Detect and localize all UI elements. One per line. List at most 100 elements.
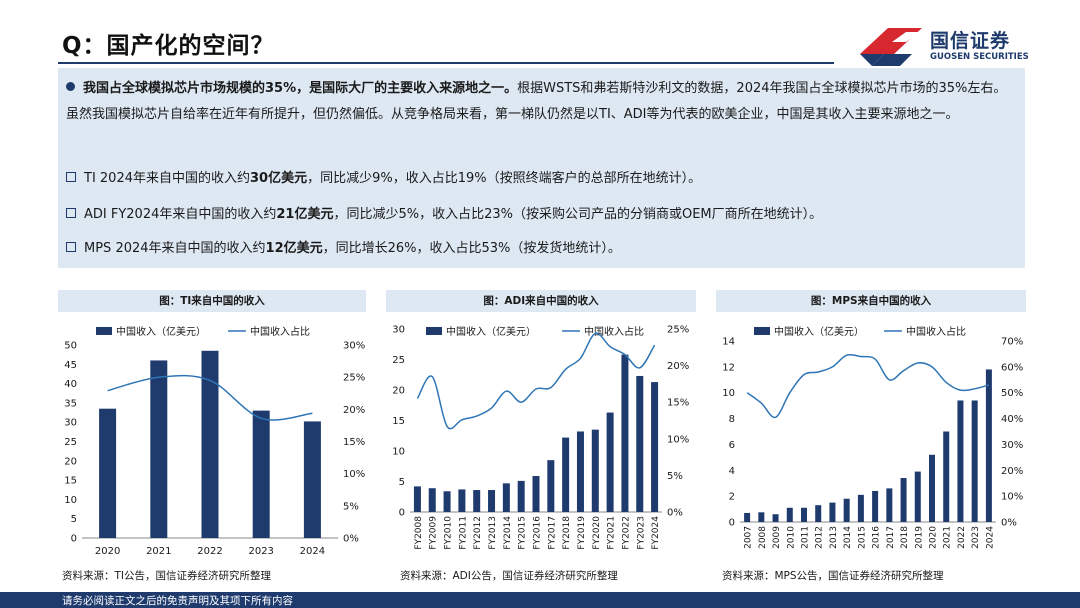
- summary-item-text: MPS 2024年来自中国的收入约: [84, 241, 266, 256]
- x-tick-label: 2009: [772, 526, 782, 549]
- bullet-dot-icon: [66, 82, 75, 91]
- bar: [786, 507, 793, 522]
- y-right-tick-label: 10%: [343, 469, 365, 480]
- bar: [971, 400, 978, 522]
- y-left-tick-label: 0: [71, 534, 77, 545]
- x-tick-label: FY2018: [562, 516, 572, 550]
- bar: [303, 421, 321, 538]
- bar: [413, 486, 421, 512]
- x-tick-label: 2017: [886, 526, 896, 549]
- y-right-tick-label: 25%: [343, 373, 365, 384]
- title-divider: [58, 62, 834, 64]
- y-left-tick-label: 14: [722, 337, 735, 348]
- x-tick-label: FY2013: [488, 516, 498, 550]
- bar: [651, 382, 659, 512]
- y-left-tick-label: 0: [729, 518, 735, 529]
- bar: [576, 431, 584, 512]
- y-right-tick-label: 60%: [1001, 362, 1023, 373]
- bar: [621, 354, 629, 512]
- x-tick-label: 2022: [197, 546, 222, 557]
- x-tick-label: FY2020: [592, 516, 602, 550]
- bar: [201, 350, 219, 538]
- bar: [458, 489, 466, 512]
- chart-source-adi: 资料来源：ADI公告，国信证券经济研究所整理: [400, 570, 618, 582]
- bar: [473, 490, 481, 512]
- x-tick-label: FY2019: [577, 516, 587, 550]
- y-left-tick-label: 12: [722, 362, 735, 373]
- y-left-tick-label: 5: [71, 514, 77, 525]
- summary-item-text: ，同比减少5%，收入占比23%（按采购公司产品的分销商或OEM厂商所在地统计）。: [333, 207, 823, 222]
- bar: [636, 375, 644, 512]
- summary-item-text: ADI FY2024年来自中国的收入约: [84, 207, 277, 222]
- summary-item-bold: 21亿美元: [276, 207, 334, 222]
- x-tick-label: 2024: [300, 546, 325, 557]
- x-tick-label: 2012: [815, 526, 825, 549]
- bar: [517, 480, 525, 512]
- y-left-tick-label: 6: [729, 440, 735, 451]
- summary-item-adi: ADI FY2024年来自中国的收入约21亿美元，同比减少5%，收入占比23%（…: [66, 202, 822, 228]
- x-tick-label: 2018: [900, 526, 910, 549]
- summary-lead-text: 根据WSTS和弗若斯特沙利文的数据，2024年我国占全球模拟芯片市场的35%左右…: [66, 81, 1007, 122]
- x-tick-label: FY2022: [621, 516, 631, 550]
- y-left-tick-label: 30: [392, 325, 405, 336]
- chart-mps: 中国收入（亿美元） 中国收入占比 0 2 4 6 8 10 12 14 0% 10% 20% 30% 40%…: [722, 325, 1023, 549]
- bar: [488, 490, 496, 512]
- footer-disclaimer: 请务必阅读正文之后的免责声明及其项下所有内容: [62, 595, 293, 607]
- x-tick-label: FY2011: [458, 516, 468, 550]
- y-right-tick-label: 0%: [667, 508, 683, 519]
- summary-item-text: ，同比减少9%，收入占比19%（按照终端客户的总部所在地统计）。: [307, 171, 702, 186]
- bar: [744, 512, 751, 522]
- summary-box: 我国占全球模拟芯片市场规模的35%，是国际大厂的主要收入来源地之一。根据WSTS…: [58, 68, 1025, 268]
- y-left-tick-label: 20: [392, 386, 405, 397]
- x-tick-label: 2020: [929, 526, 939, 549]
- y-left-tick-label: 8: [729, 414, 735, 425]
- summary-item-bold: 30亿美元: [250, 171, 308, 186]
- x-tick-label: 2015: [857, 526, 867, 549]
- summary-item-bold: 12亿美元: [265, 241, 323, 256]
- x-tick-label: FY2024: [651, 516, 661, 550]
- x-tick-label: 2016: [872, 526, 882, 549]
- bar: [772, 514, 779, 522]
- logo-name-en: GUOSEN SECURITIES: [930, 52, 1029, 62]
- bar: [252, 410, 270, 538]
- bar: [886, 488, 893, 522]
- legend-label: 中国收入（亿美元）: [116, 325, 206, 338]
- x-tick-label: 2021: [146, 546, 171, 557]
- bar: [99, 408, 117, 538]
- x-tick-label: FY2012: [473, 516, 483, 550]
- x-tick-label: FY2010: [444, 516, 454, 550]
- x-tick-label: 2011: [801, 526, 811, 549]
- y-right-tick-label: 5%: [343, 501, 359, 512]
- chart-source-ti: 资料来源：TI公告，国信证券经济研究所整理: [62, 570, 272, 582]
- chart-title-mps: 图：MPS来自中国的收入: [716, 290, 1026, 312]
- x-tick-label: 2013: [829, 526, 839, 549]
- y-right-tick-label: 30%: [1001, 440, 1023, 451]
- y-right-tick-label: 0%: [343, 534, 359, 545]
- x-tick-label: 2024: [985, 526, 995, 549]
- y-right-tick-label: 40%: [1001, 414, 1023, 425]
- y-right-tick-label: 10%: [1001, 492, 1023, 503]
- bar: [985, 369, 992, 522]
- legend-label: 中国收入（亿美元）: [446, 325, 536, 338]
- y-left-tick-label: 4: [729, 466, 735, 477]
- bar: [929, 454, 935, 522]
- x-tick-label: FY2023: [636, 516, 646, 550]
- page-title: Q：国产化的空间？: [62, 33, 275, 59]
- x-tick-label: 2014: [843, 526, 853, 549]
- y-left-tick-label: 10: [64, 495, 77, 506]
- x-tick-label: FY2008: [414, 516, 424, 550]
- series-line: [107, 374, 313, 421]
- legend-label: 中国收入（亿美元）: [774, 325, 864, 338]
- y-left-tick-label: 25: [392, 355, 405, 366]
- summary-item-ti: TI 2024年来自中国的收入约30亿美元，同比减少9%，收入占比19%（按照终…: [66, 166, 701, 192]
- bar: [957, 400, 964, 522]
- y-right-tick-label: 10%: [667, 434, 689, 445]
- bar: [150, 360, 168, 538]
- bar: [758, 512, 765, 522]
- y-right-tick-label: 15%: [343, 437, 365, 448]
- x-tick-label: FY2016: [533, 516, 543, 550]
- legend-label: 中国收入占比: [906, 325, 966, 338]
- y-right-tick-label: 20%: [1001, 466, 1023, 477]
- bullet-square-icon: [66, 172, 76, 182]
- chart-source-mps: 资料来源：MPS公告，国信证券经济研究所整理: [722, 570, 944, 582]
